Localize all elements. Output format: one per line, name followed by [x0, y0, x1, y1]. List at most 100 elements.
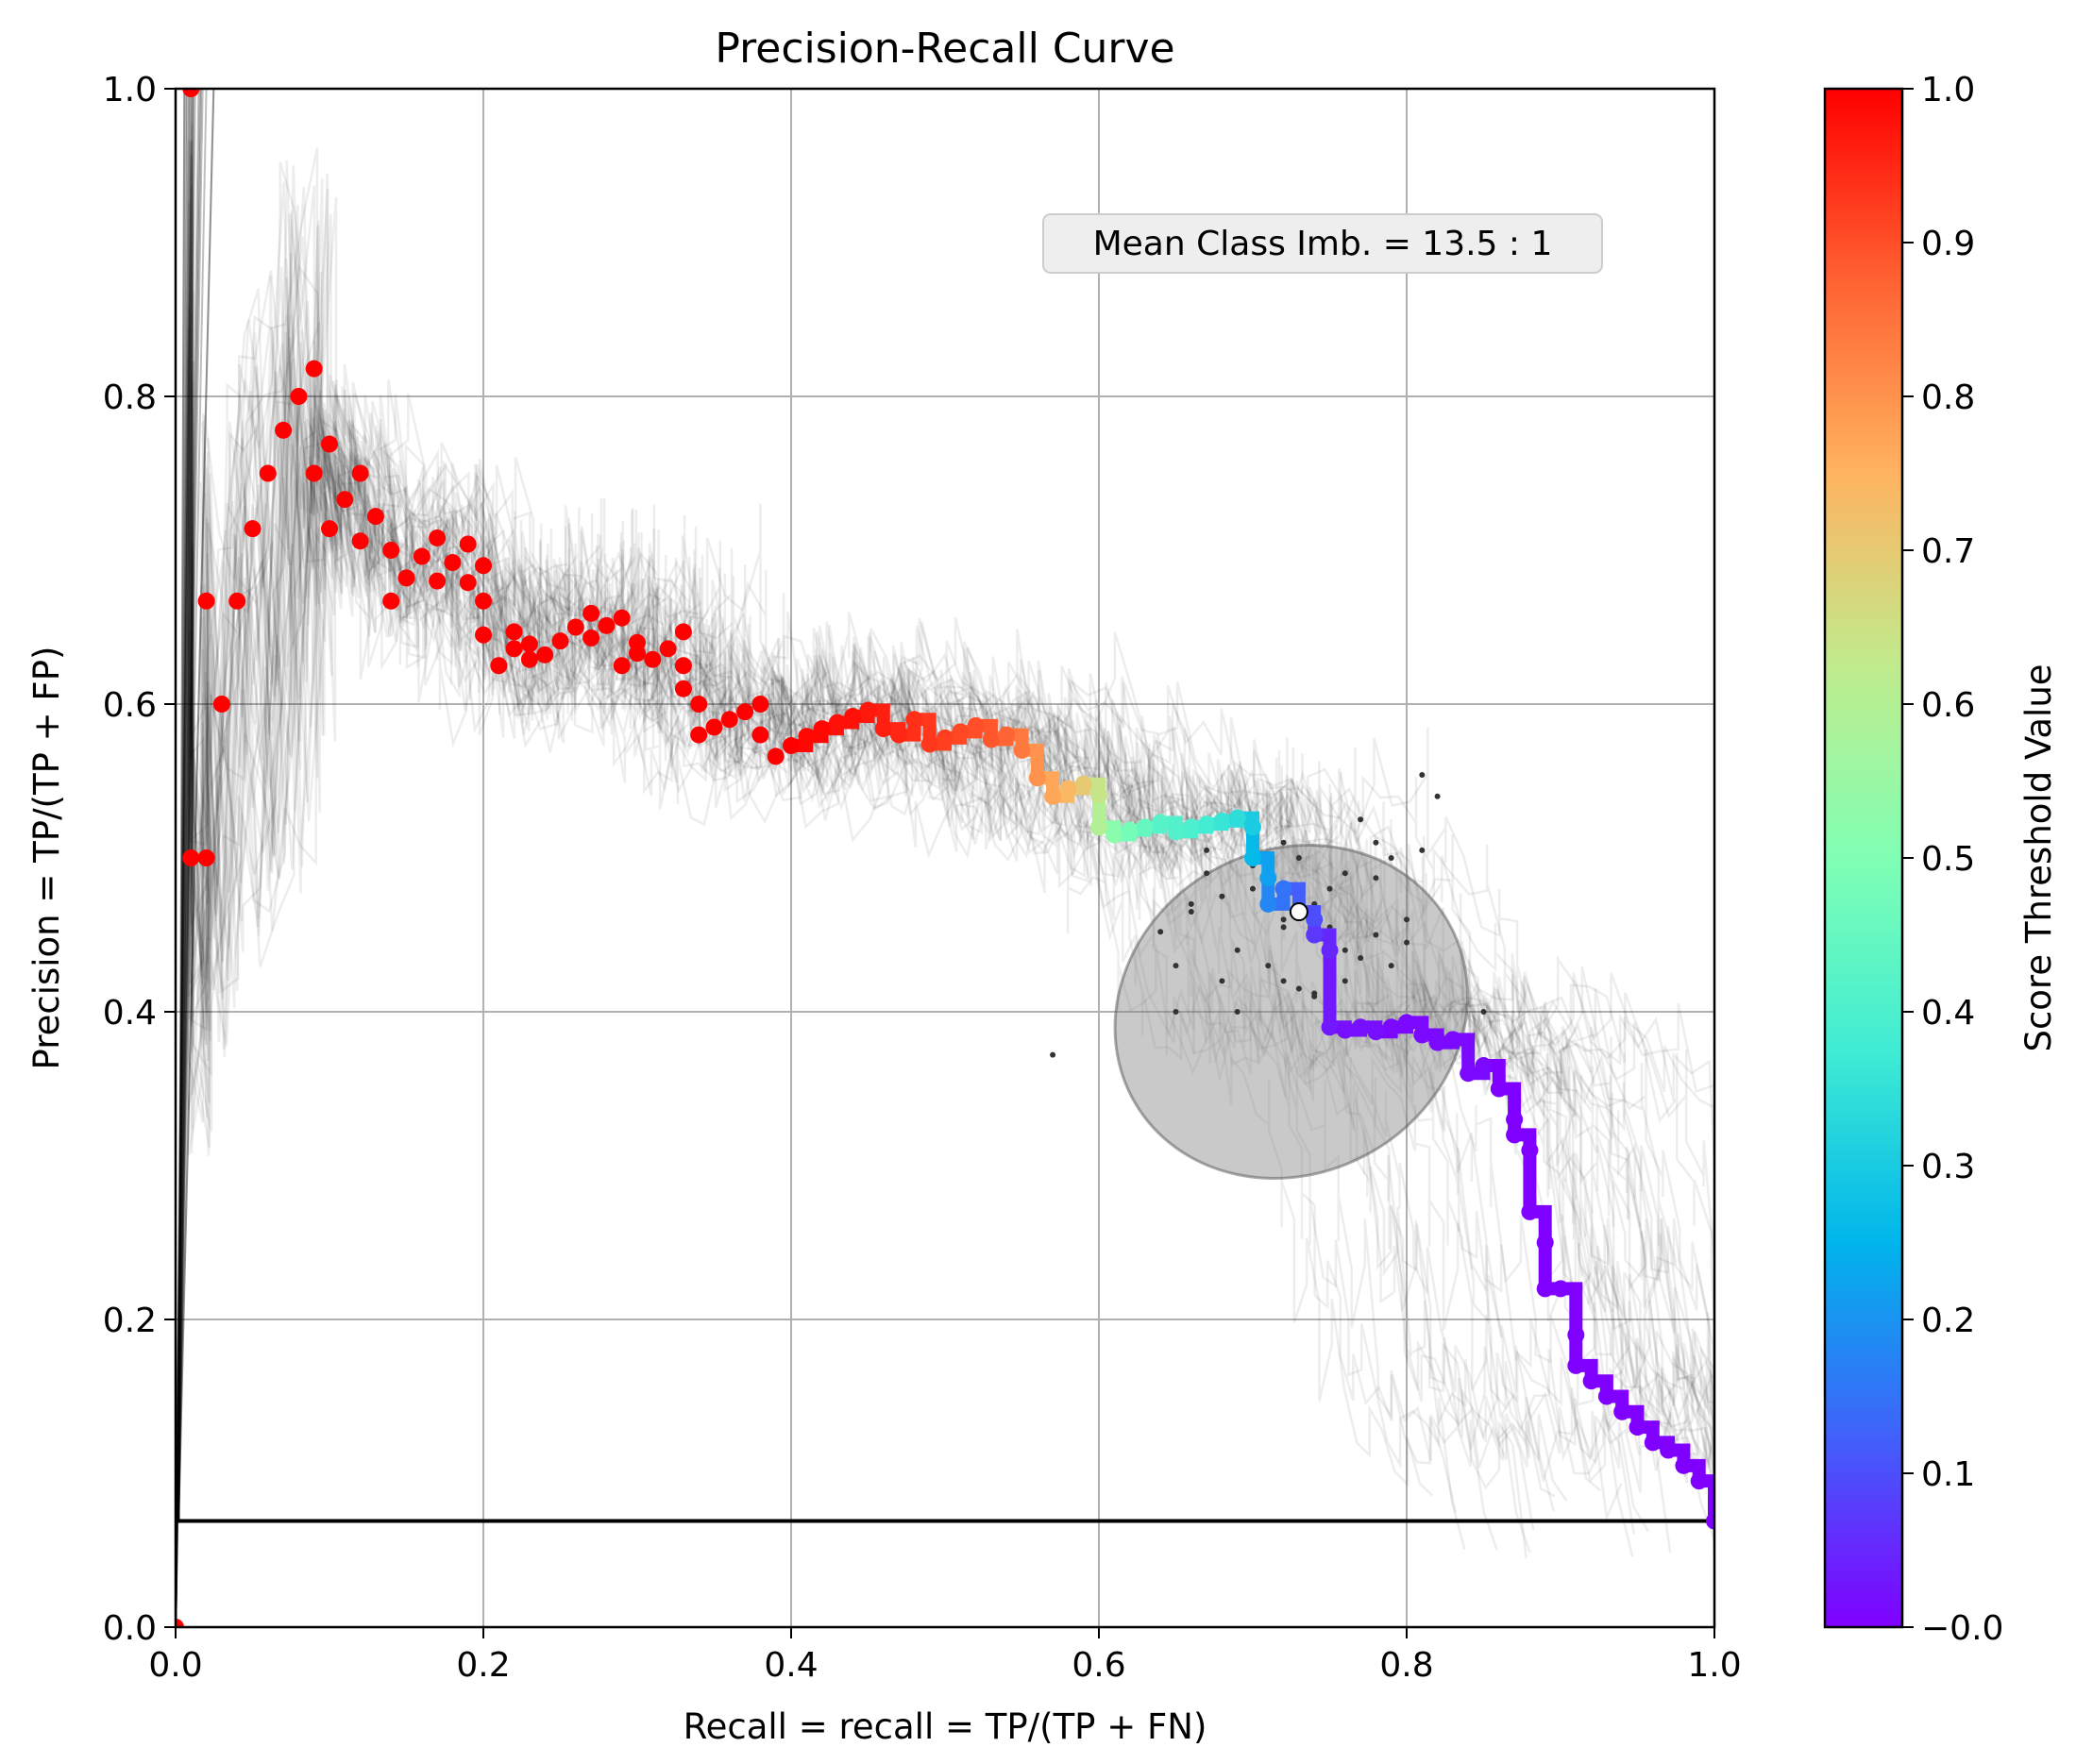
curve-point — [1521, 1141, 1539, 1159]
curve-point — [844, 708, 862, 726]
curve-point — [351, 464, 369, 482]
bootstrap-point — [1358, 816, 1364, 823]
bootstrap-curve — [176, 225, 1714, 1627]
bootstrap-curve — [176, 89, 1714, 1627]
curve-point — [1059, 780, 1077, 798]
curve-point — [1613, 1403, 1631, 1420]
curve-point — [1398, 1014, 1415, 1032]
curve-point — [1044, 787, 1062, 805]
x-tick-label: 0.4 — [764, 1646, 818, 1685]
curve-point — [1536, 1234, 1554, 1252]
curve-point — [920, 735, 938, 753]
y-tick-label: 0.2 — [103, 1302, 157, 1340]
curve-point — [1306, 911, 1324, 929]
curve-point — [182, 849, 200, 866]
curve-point — [1306, 926, 1324, 944]
curve-point — [305, 360, 323, 378]
annotation-background — [1042, 213, 1603, 274]
curve-point — [1228, 809, 1246, 827]
curve-point — [982, 731, 1000, 748]
y-axis-ticks: 0.0 0.2 0.4 0.6 0.8 1.0 — [103, 71, 176, 1648]
colorbar-tick-label: 0.2 — [1921, 1302, 1975, 1340]
curve-point — [1706, 1512, 1714, 1530]
curve-point — [259, 464, 277, 482]
curve-point — [397, 569, 415, 587]
x-tick-label: 0.0 — [148, 1646, 202, 1685]
curve-point — [1567, 1356, 1585, 1374]
curve-point — [613, 657, 631, 675]
curve-point — [1321, 941, 1339, 959]
curve-point — [1321, 1018, 1339, 1036]
curve-point — [351, 532, 369, 550]
curve-point — [998, 726, 1016, 744]
bootstrap-curve — [176, 357, 1434, 1627]
bootstrap-point — [1188, 900, 1194, 907]
curve-point — [551, 632, 569, 650]
curve-point — [674, 680, 692, 697]
curve-point — [475, 592, 492, 610]
bootstrap-curve — [176, 89, 1636, 1627]
curve-point — [859, 701, 877, 719]
bootstrap-curve — [176, 382, 1466, 1627]
curve-point — [1675, 1456, 1693, 1474]
bootstrap-point — [1358, 954, 1364, 961]
curve-point — [967, 716, 985, 734]
curve-point — [629, 633, 646, 651]
x-axis-ticks: 0.0 0.2 0.4 0.6 0.8 1.0 — [148, 1627, 1742, 1685]
bootstrap-point — [1373, 839, 1379, 846]
curve-point — [1367, 1023, 1385, 1041]
curve-point — [1106, 826, 1123, 844]
bootstrap-point — [1373, 932, 1379, 938]
bootstrap-curve — [176, 89, 1714, 1627]
bootstrap-curve — [177, 89, 189, 1520]
bootstrap-curve — [176, 187, 1714, 1627]
curve-point — [475, 557, 492, 575]
bootstrap-curve — [176, 482, 1601, 1627]
curve-point — [1152, 814, 1170, 832]
colorbar-tick-label: 0.9 — [1921, 225, 1975, 263]
curve-point — [828, 714, 846, 731]
colorbar-tick-label: 0.4 — [1921, 994, 1975, 1033]
bootstrap-point — [1404, 916, 1409, 923]
curve-point — [1090, 818, 1107, 836]
curve-point — [275, 421, 293, 439]
curve-point — [182, 89, 200, 97]
bootstrap-point — [1173, 1009, 1179, 1015]
bootstrap-point — [1265, 963, 1272, 969]
x-tick-label: 0.2 — [456, 1646, 510, 1685]
curve-point — [1167, 823, 1185, 841]
colorbar-tick-label: 0.1 — [1921, 1455, 1975, 1494]
curve-point — [197, 849, 215, 866]
curve-point — [1552, 1280, 1569, 1298]
class-imbalance-annotation: Mean Class Imb. = 13.5 : 1 — [1093, 225, 1553, 263]
colorbar-ticks: −0.0 0.1 0.2 0.3 0.4 0.5 0.6 0.7 0.8 0.9 1.0 — [1902, 71, 2003, 1648]
curve-point — [659, 640, 677, 658]
curve-point — [490, 657, 508, 675]
bootstrap-curve — [177, 89, 203, 1520]
curve-point — [1690, 1472, 1708, 1490]
y-tick-label: 0.6 — [103, 686, 157, 725]
curve-point — [598, 616, 616, 634]
bootstrap-point — [1342, 978, 1348, 984]
curve-point — [1506, 1111, 1524, 1129]
colorbar-tick-label: 0.6 — [1921, 686, 1975, 725]
bootstrap-curve — [177, 89, 200, 1520]
curve-point — [905, 711, 923, 729]
curve-point — [505, 623, 523, 641]
bootstrap-curve — [176, 186, 1714, 1627]
grid — [176, 89, 1714, 1627]
curve-point — [690, 696, 708, 713]
bootstrap-point — [1280, 978, 1287, 984]
curve-point — [1244, 849, 1261, 866]
bootstrap-curve — [176, 89, 1714, 1627]
curve-point — [1413, 1026, 1431, 1044]
curve-point — [1629, 1419, 1646, 1436]
bootstrap-curve — [177, 89, 215, 1520]
bootstrap-curve — [176, 196, 1714, 1627]
curve-point — [321, 520, 338, 538]
bootstrap-curve — [176, 154, 1714, 1627]
curve-point — [505, 640, 523, 658]
curve-point — [690, 726, 708, 744]
curve-point — [459, 535, 477, 553]
bootstrap-point — [1280, 924, 1287, 931]
